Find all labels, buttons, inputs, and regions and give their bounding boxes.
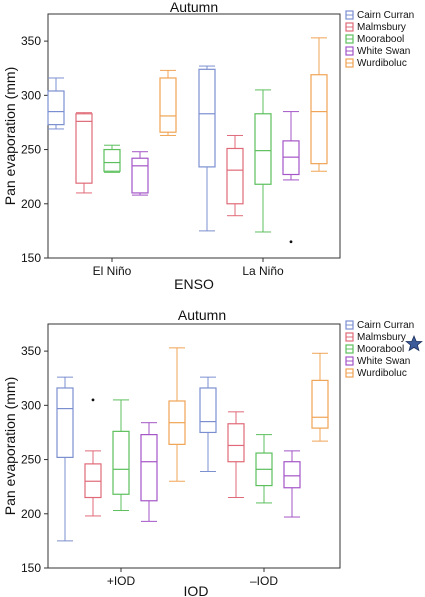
- chart-iod-boxes: [56, 347, 329, 542]
- box-plot: [159, 69, 177, 136]
- legend-label: Wurdiboluc: [357, 368, 407, 379]
- legend-item: Wurdiboluc: [345, 58, 407, 69]
- legend-label: Cairn Curran: [357, 320, 414, 331]
- box-plot: [227, 411, 245, 499]
- legend-item: Cairn Curran: [345, 320, 414, 331]
- legend-item: Malmsbury: [345, 22, 406, 33]
- box-plot: [226, 134, 244, 217]
- box-plot: [112, 399, 130, 512]
- x-tick-label: El Niño: [93, 264, 132, 278]
- chart-iod-plot-frame: [47, 323, 341, 569]
- legend-item: White Swan: [345, 46, 410, 57]
- legend-label: Cairn Curran: [357, 10, 414, 21]
- outlier-point: [91, 398, 95, 402]
- y-tick-label: 200: [21, 507, 41, 521]
- chart-iod-x-ticks: +IOD –IOD: [107, 568, 278, 588]
- chart-iod-x-axis-label: IOD: [184, 583, 209, 597]
- y-tick-label: 300: [21, 398, 41, 412]
- box-plot: [254, 89, 272, 233]
- star-icon: [405, 334, 423, 352]
- chart-enso-title: Autumn: [170, 0, 218, 15]
- chart-enso-plot-frame: [47, 13, 341, 259]
- box-plot: [47, 77, 65, 130]
- x-tick-label: –IOD: [250, 574, 278, 588]
- box-plot: [311, 352, 329, 442]
- box-plot: [84, 398, 102, 517]
- legend-label: Malmsbury: [357, 332, 406, 343]
- chart-enso-y-axis-label: Pan evaporation (mm): [2, 67, 18, 206]
- legend-label: White Swan: [357, 356, 410, 367]
- legend-item: White Swan: [345, 356, 410, 367]
- box-plot: [310, 37, 328, 172]
- x-tick-label: La Niño: [242, 264, 284, 278]
- chart-iod-y-ticks: 150 200 250 300 350: [21, 344, 48, 575]
- y-tick-label: 350: [21, 34, 41, 48]
- legend-item: Cairn Curran: [345, 10, 414, 21]
- legend-label: Moorabool: [357, 34, 404, 45]
- box-plot: [75, 112, 93, 194]
- chart-enso-x-axis-label: ENSO: [174, 276, 214, 292]
- box-plot: [282, 111, 300, 244]
- y-tick-label: 250: [21, 453, 41, 467]
- legend-item: Moorabool: [345, 344, 404, 355]
- chart-enso-y-ticks: 150 200 250 300 350: [21, 34, 48, 265]
- box-plot: [255, 434, 273, 504]
- legend-label: Malmsbury: [357, 22, 406, 33]
- legend-label: White Swan: [357, 46, 410, 57]
- chart-enso-boxes: [47, 37, 328, 244]
- box-plot: [56, 376, 74, 542]
- box-plot: [103, 144, 121, 173]
- box-plot: [140, 422, 158, 522]
- y-tick-label: 300: [21, 88, 41, 102]
- x-tick-label: +IOD: [107, 574, 136, 588]
- y-tick-label: 150: [21, 561, 41, 575]
- box-plot: [199, 376, 217, 472]
- y-tick-label: 250: [21, 143, 41, 157]
- chart-enso-x-ticks: El Niño La Niño: [93, 258, 284, 278]
- outlier-point: [289, 240, 293, 244]
- y-tick-label: 350: [21, 344, 41, 358]
- box-plot: [198, 65, 216, 232]
- chart-iod-title: Autumn: [178, 307, 226, 323]
- legend-item: Moorabool: [345, 34, 404, 45]
- box-plot: [131, 151, 149, 196]
- chart-iod: Autumn 150 200 250 300 350 +IOD –IOD IOD Pan …: [2, 307, 414, 597]
- box-plot: [168, 347, 186, 482]
- legend-item: Wurdiboluc: [345, 368, 407, 379]
- legend-label: Moorabool: [357, 344, 404, 355]
- legend-item: Malmsbury: [345, 332, 406, 343]
- legend-label: Wurdiboluc: [357, 58, 407, 69]
- y-tick-label: 200: [21, 197, 41, 211]
- y-tick-label: 150: [21, 251, 41, 265]
- chart-enso: Autumn 150 200 250 300 350 El Niño La Niño EN…: [2, 0, 414, 292]
- box-plot: [283, 450, 301, 518]
- chart-iod-y-axis-label: Pan evaporation (mm): [2, 377, 18, 516]
